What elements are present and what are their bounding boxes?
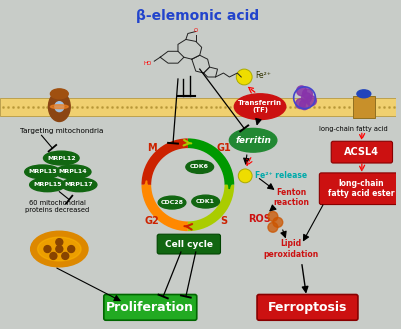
Text: ferritin: ferritin — [235, 136, 271, 145]
Text: G2: G2 — [144, 216, 159, 226]
Text: CDK1: CDK1 — [196, 199, 215, 204]
Text: Proliferation: Proliferation — [106, 301, 194, 314]
Circle shape — [44, 245, 51, 252]
Ellipse shape — [51, 89, 68, 99]
Text: Fe²⁺: Fe²⁺ — [255, 70, 271, 80]
Ellipse shape — [158, 196, 186, 209]
FancyBboxPatch shape — [319, 173, 401, 205]
Text: long-chain
fatty acid ester: long-chain fatty acid ester — [328, 179, 394, 198]
Text: 60 mitochondrial
proteins decreased: 60 mitochondrial proteins decreased — [25, 200, 89, 213]
Ellipse shape — [30, 231, 88, 267]
Ellipse shape — [55, 102, 64, 112]
Circle shape — [50, 252, 57, 259]
Ellipse shape — [300, 100, 310, 110]
Ellipse shape — [297, 86, 306, 96]
Text: MRPL13: MRPL13 — [28, 169, 57, 174]
Ellipse shape — [192, 195, 219, 208]
Text: MRPL12: MRPL12 — [47, 156, 76, 161]
Ellipse shape — [49, 92, 70, 121]
Text: β-elemonic acid: β-elemonic acid — [136, 9, 259, 23]
Ellipse shape — [234, 94, 286, 119]
Ellipse shape — [186, 161, 214, 173]
Text: CDK6: CDK6 — [190, 164, 209, 169]
Bar — [353, 96, 375, 117]
Ellipse shape — [38, 237, 81, 261]
FancyBboxPatch shape — [257, 294, 358, 320]
Circle shape — [273, 217, 283, 227]
Text: O: O — [194, 29, 198, 34]
Ellipse shape — [302, 89, 312, 99]
Text: Cell cycle: Cell cycle — [165, 240, 213, 249]
Circle shape — [238, 169, 252, 183]
Text: Targeting mitochondria: Targeting mitochondria — [20, 128, 103, 135]
Text: Transferrin
(TF): Transferrin (TF) — [238, 100, 282, 113]
Text: MRPL17: MRPL17 — [65, 182, 93, 187]
Ellipse shape — [55, 165, 91, 179]
Circle shape — [68, 245, 75, 252]
Circle shape — [268, 222, 278, 232]
Text: Lipid
peroxidation: Lipid peroxidation — [263, 239, 318, 259]
Text: Fenton
reaction: Fenton reaction — [273, 188, 310, 207]
Ellipse shape — [61, 178, 97, 192]
Ellipse shape — [357, 90, 371, 98]
Text: M: M — [147, 143, 156, 153]
Text: ROS: ROS — [249, 215, 271, 224]
Text: S: S — [221, 216, 228, 226]
FancyBboxPatch shape — [157, 234, 221, 254]
Text: long-chain fatty acid: long-chain fatty acid — [318, 126, 387, 133]
Text: G1: G1 — [217, 143, 232, 153]
Text: Ferroptosis: Ferroptosis — [268, 301, 347, 314]
FancyBboxPatch shape — [104, 294, 197, 320]
Text: Fe²⁺ release: Fe²⁺ release — [255, 171, 307, 180]
Circle shape — [236, 69, 252, 85]
Ellipse shape — [302, 93, 312, 103]
Ellipse shape — [306, 96, 316, 106]
Ellipse shape — [43, 151, 79, 165]
Circle shape — [62, 252, 69, 259]
Text: MRPL14: MRPL14 — [59, 169, 87, 174]
Circle shape — [268, 212, 278, 221]
Ellipse shape — [51, 105, 68, 109]
Circle shape — [56, 245, 63, 252]
Text: MRPL15: MRPL15 — [33, 182, 62, 187]
Ellipse shape — [30, 178, 65, 192]
Ellipse shape — [25, 165, 60, 179]
Circle shape — [56, 239, 63, 245]
FancyBboxPatch shape — [331, 141, 393, 163]
Text: ACSL4: ACSL4 — [344, 147, 379, 157]
Text: CDC28: CDC28 — [160, 200, 184, 205]
Ellipse shape — [296, 99, 306, 109]
Text: HO: HO — [144, 61, 152, 66]
Ellipse shape — [229, 128, 277, 152]
Bar — [0, 98, 397, 115]
